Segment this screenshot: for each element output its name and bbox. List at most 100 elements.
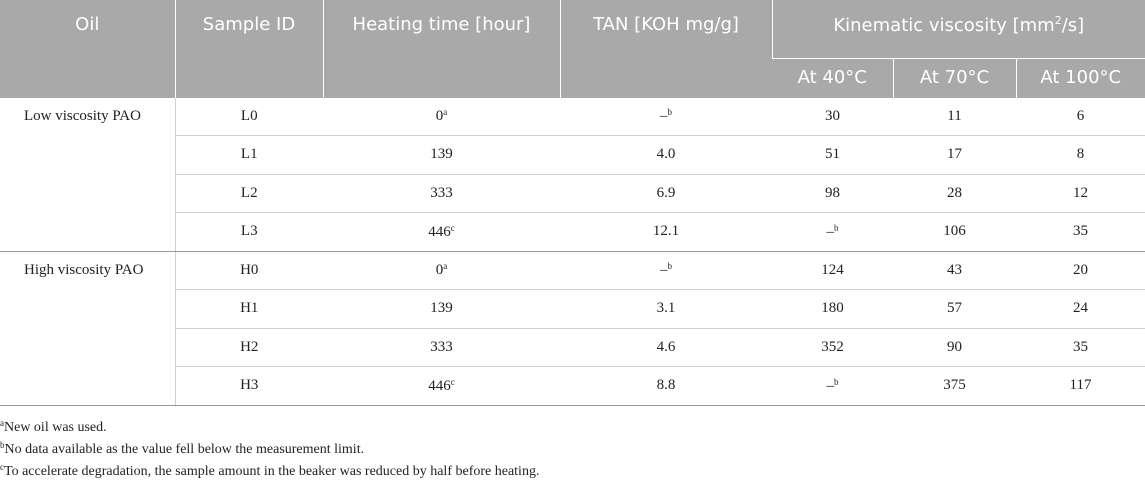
footnote-text: No data available as the value fell belo… (4, 441, 365, 457)
table-cell: 17 (893, 135, 1016, 175)
header-cell: At 100°C (1015, 57, 1145, 98)
table-cell: L0 (175, 97, 323, 136)
table-header: Oil Sample ID Heating time [hour] TAN [KOH … (0, 0, 1145, 98)
table-cell: 0a (323, 97, 560, 136)
cell-text: Kinematic viscosity [mm (833, 15, 1055, 36)
footnote-mark: a (443, 107, 448, 118)
cell-text: – (660, 262, 668, 279)
footnote: aNew oil was used. (0, 412, 1145, 435)
header-cell: At 40°C (772, 57, 893, 98)
table-cell: H0 (175, 251, 323, 290)
cell-text: 446 (428, 223, 451, 240)
footnote-mark: a (443, 261, 448, 272)
table-cell: 6.9 (560, 174, 772, 213)
table-cell: 24 (1016, 289, 1145, 329)
footnote-mark: b (834, 376, 839, 387)
header-cell: Sample ID (174, 0, 323, 98)
table-cell: 4.6 (560, 328, 772, 367)
table-cell: 12.1 (560, 212, 772, 252)
cell-text: /s] (1061, 15, 1085, 36)
table-cell: 11 (893, 97, 1016, 136)
footnote-mark: c (450, 222, 455, 233)
table-cell: 352 (772, 328, 893, 367)
table-cell: H3 (175, 366, 323, 406)
cell-text: 0 (435, 262, 444, 279)
footnote: cTo accelerate degradation, the sample a… (0, 456, 1145, 479)
header-cell: At 70°C (892, 57, 1016, 98)
table-cell: 98 (772, 174, 893, 213)
cell-text: – (826, 377, 835, 394)
table-cell: 117 (1016, 366, 1145, 406)
table-cell: 28 (893, 174, 1016, 213)
table-cell: 6 (1016, 97, 1145, 136)
table-cell: L1 (175, 135, 323, 175)
footnote-mark: a (0, 417, 4, 428)
oil-cell: High viscosity PAO (0, 251, 176, 406)
table-cell: 139 (323, 135, 560, 175)
table-body: Low viscosity PAO L0 0a –b 30 11 6 L1 139 4.0 51 17… (0, 97, 1145, 406)
table-cell: 180 (772, 289, 893, 329)
table-cell: –b (772, 212, 893, 252)
table-cell: 8.8 (560, 366, 772, 406)
table-cell: –b (772, 366, 893, 406)
table-row: L3 446c 12.1 –b 106 35 (0, 212, 1145, 252)
footnotes: aNew oil was used. bNo data available as … (0, 406, 1145, 479)
table-cell: 57 (893, 289, 1016, 329)
table-cell: 375 (893, 366, 1016, 406)
table-cell: 90 (893, 328, 1016, 367)
table-cell: 8 (1016, 135, 1145, 175)
header-cell: Kinematic viscosity [mm2/s] (771, 0, 1145, 58)
table-cell: 51 (772, 135, 893, 175)
footnote-text: To accelerate degradation, the sample am… (4, 463, 540, 479)
table-cell: 139 (323, 289, 560, 329)
table-cell: 333 (323, 174, 560, 213)
header-row: Oil Sample ID Heating time [hour] TAN [KOH … (0, 0, 1145, 98)
footnote: bNo data available as the value fell bel… (0, 434, 1145, 457)
table-cell: 124 (772, 251, 893, 290)
table-cell: L2 (175, 174, 323, 213)
cell-text: 446 (428, 377, 451, 394)
table-cell: 106 (893, 212, 1016, 252)
table-row: High viscosity PAO H0 0a –b 124 43 20 (0, 251, 1145, 406)
table-cell: 35 (1016, 328, 1145, 367)
table-cell: 43 (893, 251, 1016, 290)
oil-cell: Low viscosity PAO (0, 97, 176, 252)
table-cell: –b (560, 97, 772, 136)
table-cell: 35 (1016, 212, 1145, 252)
footnote-text: New oil was used. (4, 419, 107, 435)
data-table: Oil Sample ID Heating time [hour] TAN [KOH … (0, 0, 1145, 406)
table-cell: H1 (175, 289, 323, 329)
table-cell: 12 (1016, 174, 1145, 213)
footnote-mark: 2 (1054, 14, 1062, 27)
table-cell: 0a (323, 251, 560, 290)
header-row: At 40°C At 70°C At 100°C (0, 57, 1145, 98)
table-row: H1 139 3.1 180 57 24 (0, 289, 1145, 329)
header-cell: TAN [KOH mg/g] (559, 0, 772, 98)
table-cell: 4.0 (560, 135, 772, 175)
footnote-mark: c (0, 461, 4, 472)
table-cell: 333 (323, 328, 560, 367)
footnote-mark: b (667, 261, 673, 272)
table-row: L2 333 6.9 98 28 12 (0, 174, 1145, 213)
table-cell: 446c (323, 212, 560, 252)
table-cell: –b (560, 251, 772, 290)
cell-text: – (826, 223, 835, 240)
table-cell: 30 (772, 97, 893, 136)
header-cell: Oil (0, 0, 175, 98)
table-cell: 446c (323, 366, 560, 406)
table-row: H3 446c 8.8 –b 375 117 (0, 366, 1145, 406)
table-cell: 20 (1016, 251, 1145, 290)
table-cell: H2 (175, 328, 323, 367)
footnote-mark: b (0, 439, 5, 450)
footnote-mark: b (667, 107, 673, 118)
cell-text: – (660, 108, 668, 125)
table-row: H2 333 4.6 352 90 35 (0, 328, 1145, 367)
table-cell: L3 (175, 212, 323, 252)
table-row: Low viscosity PAO L0 0a –b 30 11 6 (0, 97, 1145, 252)
table-cell: 3.1 (560, 289, 772, 329)
footnote-mark: b (834, 222, 839, 233)
header-cell: Heating time [hour] (322, 0, 560, 98)
footnote-mark: c (450, 376, 455, 387)
cell-text: 0 (435, 108, 444, 125)
